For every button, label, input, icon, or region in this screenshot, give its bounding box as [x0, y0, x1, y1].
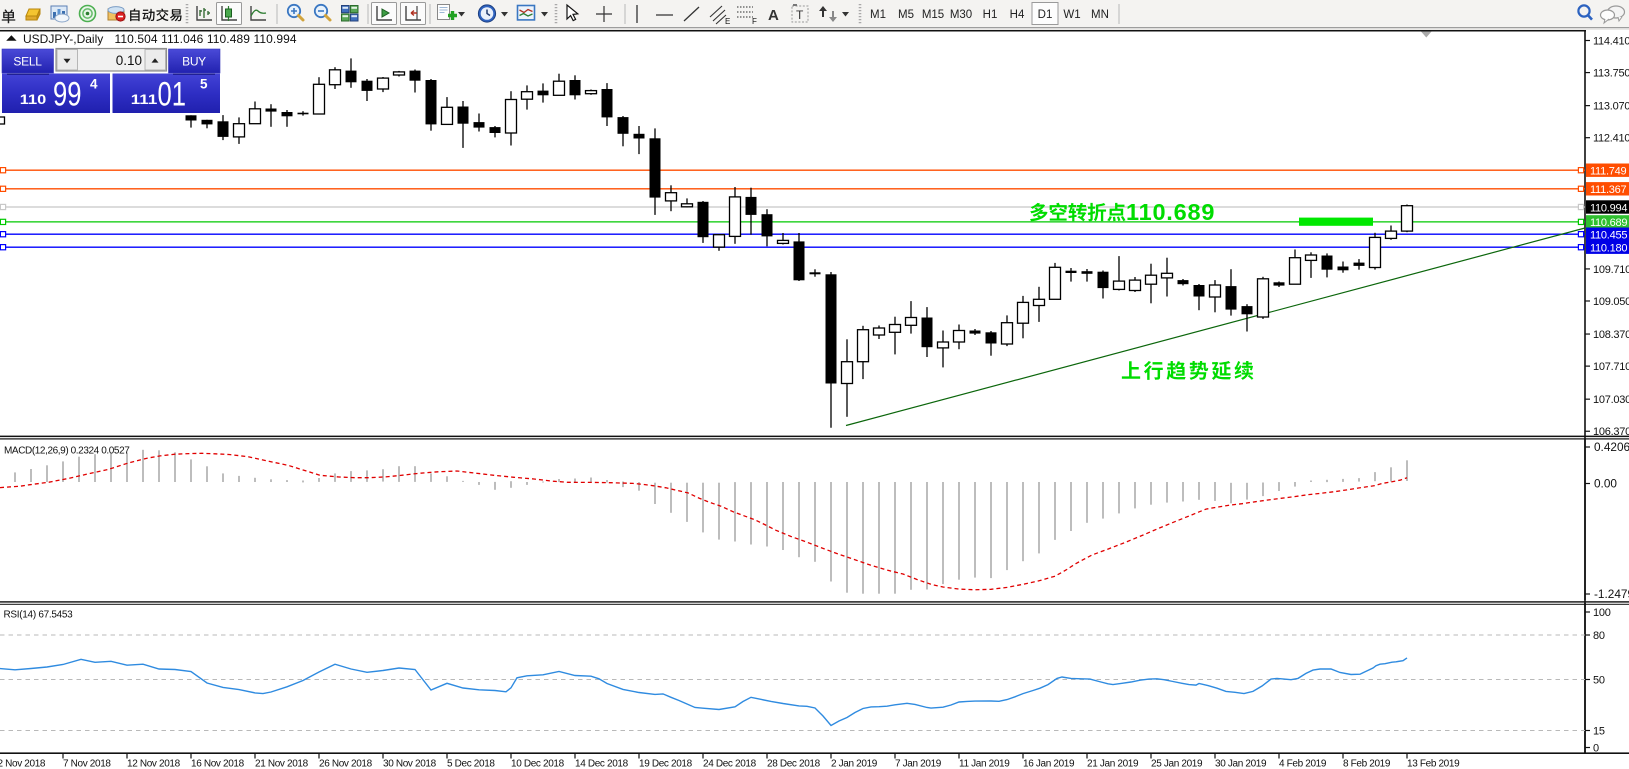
- svg-text:110.455: 110.455: [1590, 230, 1627, 242]
- svg-text:110.504 111.046 110.489 110.99: 110.504 111.046 110.489 110.994: [115, 32, 297, 46]
- svg-text:13 Feb 2019: 13 Feb 2019: [1407, 758, 1460, 769]
- svg-text:110.689: 110.689: [1126, 199, 1215, 225]
- svg-text:110.994: 110.994: [1590, 202, 1627, 214]
- svg-text:113.750: 113.750: [1593, 68, 1629, 80]
- svg-text:8 Feb 2019: 8 Feb 2019: [1343, 758, 1391, 769]
- svg-text:113.070: 113.070: [1593, 101, 1629, 113]
- svg-text:114.410: 114.410: [1593, 36, 1629, 48]
- svg-text:14 Dec 2018: 14 Dec 2018: [575, 758, 629, 769]
- svg-text:0: 0: [1593, 743, 1599, 755]
- svg-text:MACD(12,26,9) 0.2324 0.0527: MACD(12,26,9) 0.2324 0.0527: [4, 446, 130, 457]
- svg-text:26 Nov 2018: 26 Nov 2018: [319, 758, 373, 769]
- svg-text:21 Jan 2019: 21 Jan 2019: [1087, 758, 1139, 769]
- svg-text:D1: D1: [1038, 9, 1053, 21]
- svg-text:112.410: 112.410: [1593, 133, 1629, 145]
- svg-text:W1: W1: [1063, 9, 1080, 21]
- svg-text:80: 80: [1593, 630, 1605, 642]
- svg-text:12 Nov 2018: 12 Nov 2018: [127, 758, 181, 769]
- svg-text:7 Jan 2019: 7 Jan 2019: [895, 758, 942, 769]
- svg-text:10 Dec 2018: 10 Dec 2018: [511, 758, 565, 769]
- svg-text:110.689: 110.689: [1590, 217, 1627, 229]
- svg-text:24 Dec 2018: 24 Dec 2018: [703, 758, 757, 769]
- svg-text:28 Dec 2018: 28 Dec 2018: [767, 758, 821, 769]
- svg-text:30 Nov 2018: 30 Nov 2018: [383, 758, 437, 769]
- svg-text:M5: M5: [898, 9, 914, 21]
- svg-text:111: 111: [131, 92, 158, 107]
- svg-text:0.4206: 0.4206: [1594, 440, 1629, 454]
- svg-text:4: 4: [90, 77, 98, 92]
- svg-text:SELL: SELL: [13, 54, 42, 68]
- svg-text:H4: H4: [1010, 9, 1025, 21]
- svg-text:107.710: 107.710: [1593, 361, 1629, 373]
- svg-text:M15: M15: [922, 9, 944, 21]
- svg-text:21 Nov 2018: 21 Nov 2018: [255, 758, 309, 769]
- svg-text:16 Jan 2019: 16 Jan 2019: [1023, 758, 1075, 769]
- svg-text:15: 15: [1593, 726, 1605, 738]
- svg-text:0.10: 0.10: [116, 53, 142, 68]
- svg-text:2 Jan 2019: 2 Jan 2019: [831, 758, 878, 769]
- svg-text:E: E: [725, 17, 730, 26]
- svg-text:F: F: [752, 17, 757, 26]
- svg-text:-1.2479: -1.2479: [1594, 587, 1629, 601]
- svg-text:99: 99: [53, 75, 82, 113]
- svg-text:110: 110: [20, 92, 47, 107]
- svg-text:106.370: 106.370: [1593, 426, 1629, 438]
- svg-text:107.030: 107.030: [1593, 394, 1629, 406]
- svg-text:30 Jan 2019: 30 Jan 2019: [1215, 758, 1267, 769]
- svg-text:110.180: 110.180: [1590, 243, 1627, 255]
- svg-text:MN: MN: [1091, 9, 1109, 21]
- svg-text:111.749: 111.749: [1590, 166, 1627, 178]
- svg-text:M30: M30: [950, 9, 972, 21]
- svg-text:H1: H1: [983, 9, 998, 21]
- svg-text:RSI(14) 67.5453: RSI(14) 67.5453: [4, 610, 74, 621]
- svg-text:USDJPY-,Daily: USDJPY-,Daily: [23, 32, 103, 46]
- svg-text:25 Jan 2019: 25 Jan 2019: [1151, 758, 1203, 769]
- svg-text:2 Nov 2018: 2 Nov 2018: [0, 758, 46, 769]
- svg-text:109.710: 109.710: [1593, 264, 1629, 276]
- svg-text:BUY: BUY: [182, 54, 206, 68]
- svg-text:19 Dec 2018: 19 Dec 2018: [639, 758, 693, 769]
- svg-text:T: T: [796, 8, 804, 22]
- svg-text:4 Feb 2019: 4 Feb 2019: [1279, 758, 1327, 769]
- svg-text:5 Dec 2018: 5 Dec 2018: [447, 758, 495, 769]
- svg-text:111.367: 111.367: [1590, 184, 1627, 196]
- svg-text:16 Nov 2018: 16 Nov 2018: [191, 758, 245, 769]
- svg-text:7 Nov 2018: 7 Nov 2018: [63, 758, 111, 769]
- svg-text:50: 50: [1593, 675, 1605, 687]
- svg-text:109.050: 109.050: [1593, 296, 1629, 308]
- svg-text:01: 01: [158, 75, 187, 113]
- svg-text:108.370: 108.370: [1593, 329, 1629, 341]
- svg-text:5: 5: [200, 77, 208, 92]
- svg-text:100: 100: [1593, 607, 1611, 619]
- svg-text:11 Jan 2019: 11 Jan 2019: [959, 758, 1010, 769]
- svg-text:A: A: [768, 7, 779, 24]
- svg-text:0.00: 0.00: [1594, 477, 1617, 491]
- svg-text:M1: M1: [870, 9, 886, 21]
